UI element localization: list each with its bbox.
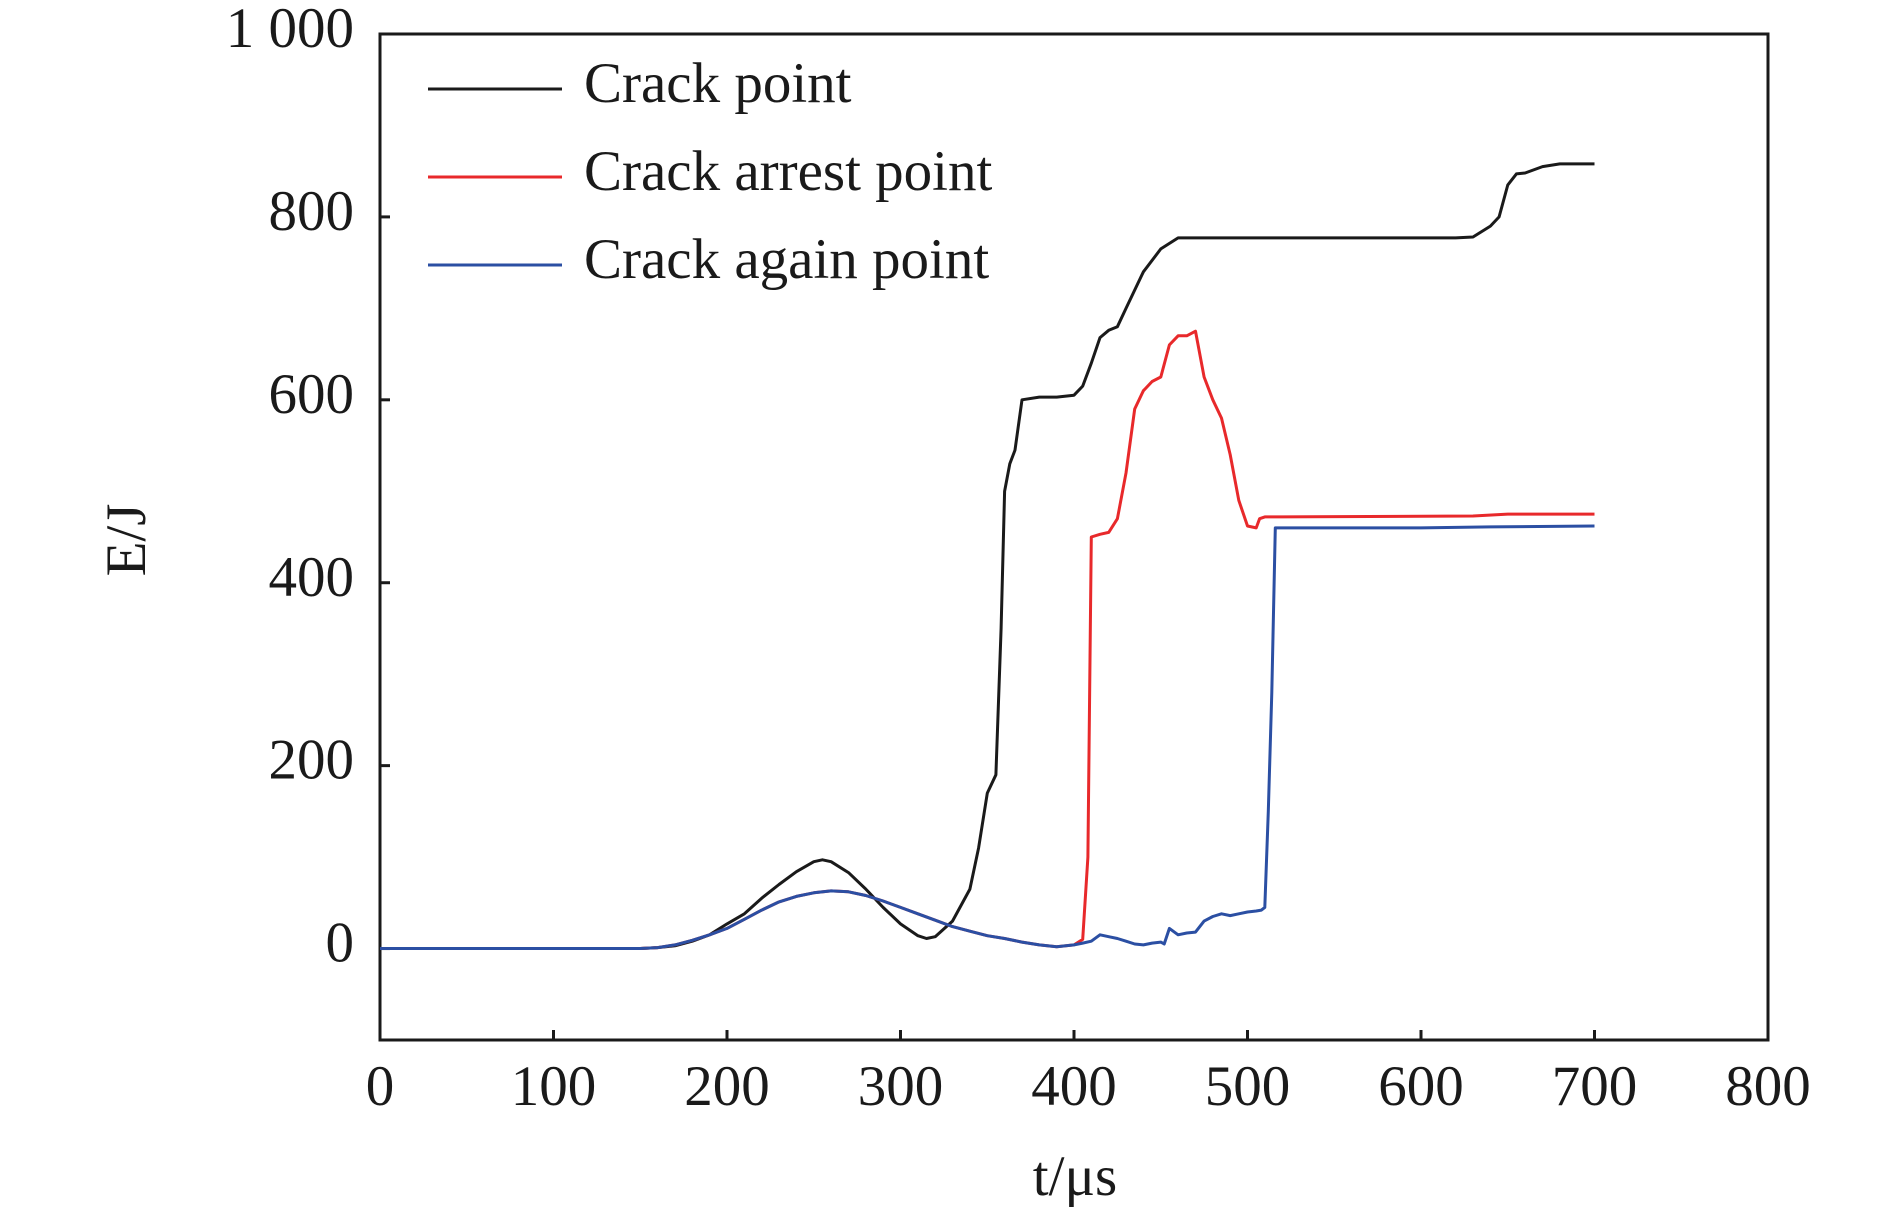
x-tick-label: 400 <box>1031 1055 1117 1118</box>
x-tick-label: 600 <box>1378 1055 1464 1118</box>
x-tick-label: 800 <box>1725 1055 1811 1118</box>
y-tick-label: 600 <box>269 363 355 426</box>
x-tick-label: 700 <box>1552 1055 1638 1118</box>
x-tick-label: 200 <box>684 1055 770 1118</box>
y-tick-label: 1 000 <box>226 0 354 60</box>
y-tick-label: 200 <box>269 729 355 792</box>
x-tick-label: 300 <box>858 1055 944 1118</box>
legend-label: Crack arrest point <box>584 140 993 203</box>
y-axis-label: E/J <box>95 504 158 577</box>
legend-label: Crack again point <box>584 228 989 291</box>
series-line <box>380 329 1595 950</box>
x-tick-label: 0 <box>366 1055 395 1118</box>
series-line <box>380 524 1595 950</box>
y-tick-label: 0 <box>326 912 355 975</box>
y-tick-label: 800 <box>269 180 355 243</box>
x-axis-label: t/μs <box>1033 1145 1117 1208</box>
x-tick-label: 500 <box>1205 1055 1291 1118</box>
y-tick-label: 400 <box>269 546 355 609</box>
legend-label: Crack point <box>584 52 852 115</box>
series-line <box>380 162 1595 950</box>
x-tick-label: 100 <box>511 1055 597 1118</box>
